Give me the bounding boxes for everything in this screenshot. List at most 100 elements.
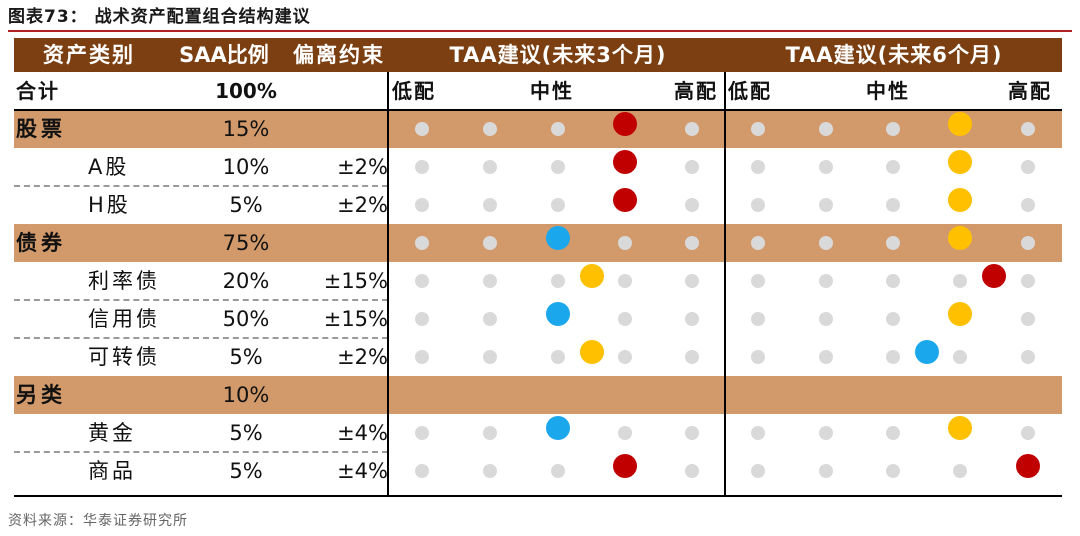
taa6-scale-dot [886, 160, 900, 174]
taa6-scale-dot [1021, 426, 1035, 440]
taa3-scale-dot [551, 122, 565, 136]
total-pct: 100% [215, 79, 277, 103]
sub-header: 合计 100% 低配 中性 高配 低配 中性 高配 [14, 72, 1062, 110]
taa6-scale-dot [751, 464, 765, 478]
table-row: 商品 5% ±4% [14, 452, 1062, 490]
table-rule [14, 495, 1062, 497]
taa6-scale-dot [819, 122, 833, 136]
taa6-marker [948, 150, 972, 174]
deviation-band [304, 376, 388, 414]
taa3-marker [613, 112, 637, 136]
taa3-marker [579, 264, 604, 288]
asset-name: 可转债 [88, 345, 160, 369]
taa6-scale-dot [1021, 236, 1035, 250]
saa-pct: 20% [222, 269, 270, 293]
taa3-marker [579, 340, 604, 364]
taa6-scale-dot [819, 198, 833, 212]
source-note: 资料来源：华泰证券研究所 [8, 513, 188, 529]
taa6-neutral-label: 中性 [866, 79, 910, 103]
taa3-scale-dot [483, 274, 497, 288]
taa6-marker [948, 226, 972, 250]
taa6-marker [982, 264, 1006, 288]
taa3-scale-dot [618, 236, 632, 250]
asset-name: A股 [88, 155, 130, 179]
taa3-scale-dot [551, 350, 565, 364]
taa3-scale-dot [685, 160, 699, 174]
taa3-scale-dot [483, 236, 497, 250]
taa6-scale-dot [819, 274, 833, 288]
taa6-scale-dot [886, 274, 900, 288]
taa3-marker [546, 302, 570, 326]
saa-pct: 5% [229, 345, 263, 369]
taa6-scale-dot [1021, 160, 1035, 174]
taa3-scale-dot [685, 312, 699, 326]
taa6-scale-dot [886, 350, 900, 364]
taa3-marker [613, 150, 637, 174]
taa3-scale-dot [685, 198, 699, 212]
table-row: A股 10% ±2% [14, 148, 1062, 186]
header-saa-ratio: SAA比例 [179, 43, 269, 67]
taa6-scale-dot [886, 426, 900, 440]
taa3-scale-dot [618, 350, 632, 364]
taa3-scale-dot [415, 464, 429, 478]
taa6-scale-dot [819, 312, 833, 326]
taa6-scale-dot [1021, 312, 1035, 326]
deviation-band: ±15% [323, 307, 388, 331]
asset-name: 黄金 [88, 421, 136, 445]
taa6-scale-dot [1021, 122, 1035, 136]
saa-pct: 5% [229, 193, 263, 217]
taa6-scale-dot [1021, 198, 1035, 212]
taa3-scale-dot [551, 464, 565, 478]
category-row: 股票 15% [14, 110, 1062, 148]
taa3-scale-dot [483, 160, 497, 174]
taa6-scale-dot [953, 350, 967, 364]
taa3-scale-dot [415, 426, 429, 440]
taa6-scale-dot [886, 198, 900, 212]
taa6-scale-dot [886, 464, 900, 478]
asset-name: H股 [88, 193, 131, 217]
row-divider [14, 337, 388, 339]
row-divider [14, 299, 388, 301]
taa6-high-label: 高配 [1008, 79, 1052, 103]
taa3-scale-dot [618, 426, 632, 440]
taa6-marker [914, 340, 939, 364]
asset-name: 债券 [16, 231, 66, 255]
taa6-scale-dot [953, 464, 967, 478]
saa-pct: 5% [229, 459, 263, 483]
taa3-low-label: 低配 [392, 79, 436, 103]
taa3-scale-dot [415, 274, 429, 288]
deviation-band: ±4% [337, 421, 388, 445]
taa6-scale-dot [886, 312, 900, 326]
header-taa-3m: TAA建议(未来3个月) [449, 43, 667, 67]
table-row: 利率债 20% ±15% [14, 262, 1062, 300]
table-header: 资产类别 SAA比例 偏离约束 TAA建议(未来3个月) TAA建议(未来6个月… [14, 38, 1062, 72]
figure-title: 图表73： 战术资产配置组合结构建议 [8, 7, 311, 27]
header-category: 资产类别 [43, 43, 135, 67]
taa6-marker [1016, 454, 1040, 478]
taa6-scale-dot [819, 350, 833, 364]
taa6-low-label: 低配 [728, 79, 772, 103]
column-divider [724, 72, 726, 496]
taa3-scale-dot [415, 122, 429, 136]
taa6-scale-dot [953, 274, 967, 288]
taa3-scale-dot [415, 160, 429, 174]
taa3-scale-dot [483, 312, 497, 326]
deviation-band [304, 110, 388, 148]
saa-pct: 10% [222, 155, 270, 179]
taa3-marker [546, 226, 570, 250]
taa3-neutral-label: 中性 [530, 79, 574, 103]
taa6-scale-dot [819, 160, 833, 174]
deviation-band: ±4% [337, 459, 388, 483]
taa3-scale-dot [685, 122, 699, 136]
taa6-scale-dot [751, 236, 765, 250]
taa3-marker [613, 454, 637, 478]
taa6-marker [948, 112, 972, 136]
header-taa-6m: TAA建议(未来6个月) [785, 43, 1003, 67]
taa3-scale-dot [415, 312, 429, 326]
taa3-scale-dot [618, 274, 632, 288]
table-rule [14, 109, 1062, 111]
taa3-scale-dot [551, 198, 565, 212]
taa3-scale-dot [483, 464, 497, 478]
deviation-band: ±15% [323, 269, 388, 293]
taa6-scale-dot [886, 236, 900, 250]
